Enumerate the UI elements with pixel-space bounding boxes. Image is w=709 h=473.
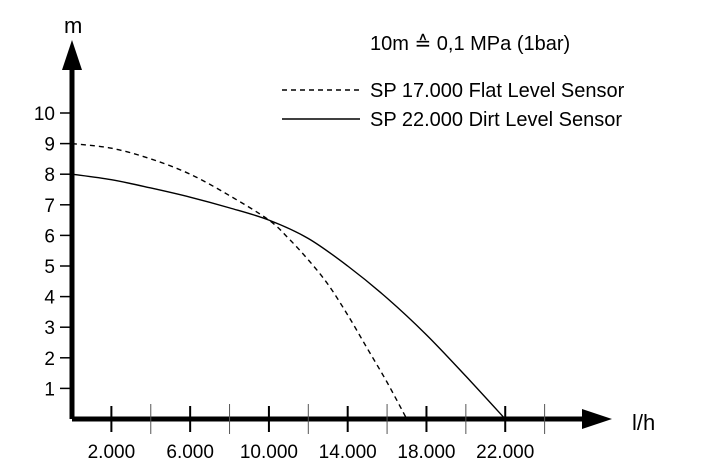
y-tick-label: 4 [44, 288, 55, 309]
x-tick-label: 6.000 [166, 442, 214, 463]
x-tick-label: 14.000 [319, 442, 377, 463]
legend-label-series-1: SP 17.000 Flat Level Sensor [370, 80, 625, 102]
x-tick-label: 18.000 [397, 442, 455, 463]
y-axis-label: m [64, 13, 82, 38]
y-ticks [60, 112, 72, 390]
y-tick-label: 3 [44, 318, 55, 339]
series-line-2 [71, 173, 506, 420]
y-tick-label: 10 [34, 104, 55, 125]
y-tick-label: 9 [44, 135, 55, 156]
y-tick-label: 6 [44, 226, 55, 247]
y-tick-label: 1 [44, 379, 55, 400]
x-tick-label: 2.000 [88, 442, 136, 463]
x-tick-label: 22.000 [476, 442, 534, 463]
unit-note: 10m ≙ 0,1 MPa (1bar) [370, 33, 570, 55]
legend-label-series-2: SP 22.000 Dirt Level Sensor [370, 109, 622, 131]
x-axis-arrow [582, 409, 612, 429]
axes [62, 40, 612, 429]
y-axis-arrow [62, 40, 82, 70]
y-tick-label: 5 [44, 257, 55, 278]
x-axis-label: l/h [632, 410, 655, 435]
x-tick-labels: 2.000 6.000 10.000 14.000 18.000 22.000 [88, 442, 535, 463]
y-tick-label: 2 [44, 349, 55, 370]
x-tick-label: 10.000 [240, 442, 298, 463]
y-tick-label: 7 [44, 196, 55, 217]
y-tick-label: 8 [44, 165, 55, 186]
series-layer [71, 142, 506, 420]
legend: SP 17.000 Flat Level Sensor SP 22.000 Di… [282, 80, 625, 131]
x-ticks [110, 404, 546, 434]
y-tick-labels: 1 2 3 4 5 6 7 8 9 10 [34, 104, 56, 400]
series-line-1 [71, 142, 408, 420]
